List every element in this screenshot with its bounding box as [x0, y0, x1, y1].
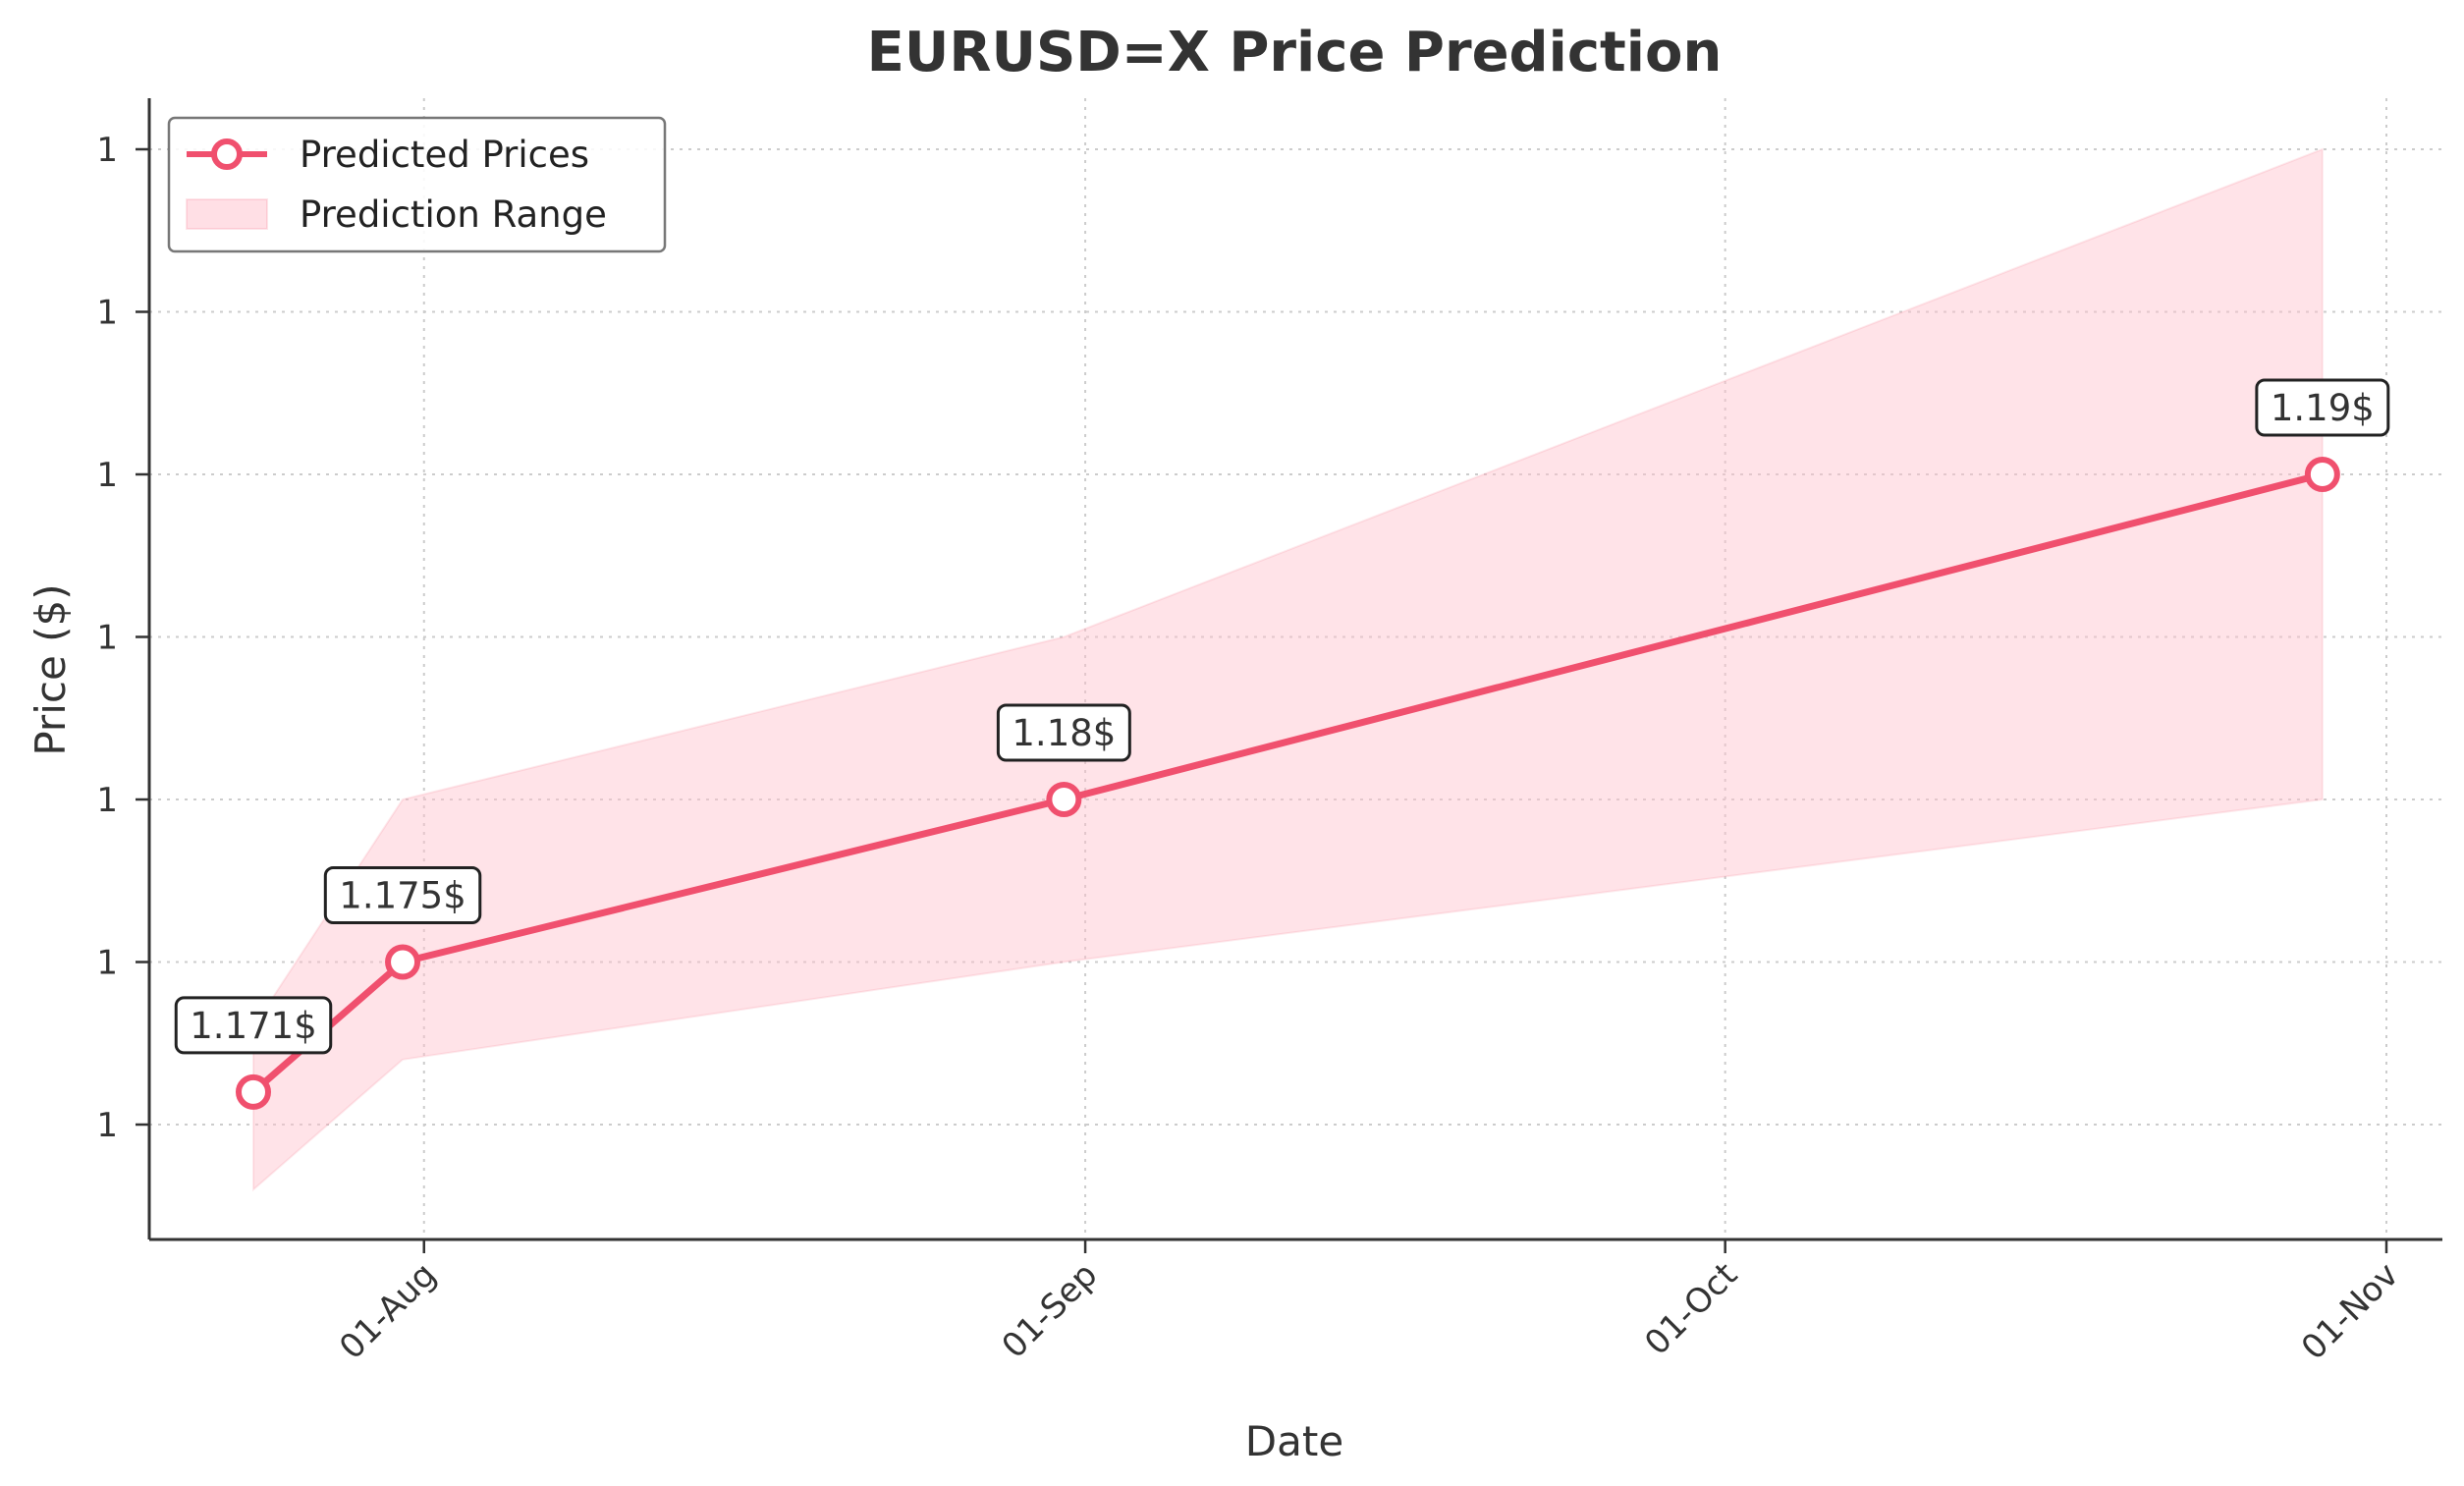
axes: [147, 98, 2442, 1241]
price-annotations: 1.171$ 1.175$ 1.18$ 1.19$: [174, 378, 2390, 1055]
predicted-price-point: [2304, 457, 2340, 492]
annotation-box: [2255, 378, 2390, 437]
price-annotation: 1.171$: [174, 996, 333, 1055]
predicted-price-point: [1046, 782, 1082, 817]
annotation-label: 1.19$: [2271, 387, 2375, 429]
price-annotation: 1.19$: [2255, 378, 2390, 437]
legend: Predicted Prices Prediction Range: [167, 116, 667, 253]
predicted-price-point: [236, 1073, 271, 1110]
legend-label-range: Prediction Range: [300, 193, 607, 236]
annotation-label: 1.175$: [339, 875, 465, 917]
y-tick-label: 1: [96, 944, 118, 983]
x-tick-label: 01-Nov: [2294, 1255, 2406, 1367]
x-axis-title: Date: [1245, 1417, 1343, 1465]
y-tick-labels: 1 1 1 1 1 1 1: [96, 131, 149, 1145]
annotation-label: 1.18$: [1012, 712, 1116, 754]
y-tick-label: 1: [96, 619, 118, 658]
annotation-label: 1.171$: [190, 1005, 316, 1047]
prediction-range-band: [252, 147, 2324, 1192]
y-tick-label: 1: [96, 1106, 118, 1145]
annotation-box: [996, 703, 1131, 762]
price-annotation: 1.18$: [996, 703, 1131, 762]
x-tick-labels: 01-Aug 01-Sep 01-Oct 01-Nov: [332, 1239, 2406, 1368]
predicted-price-point: [385, 944, 421, 980]
legend-marker-swatch: [211, 138, 243, 170]
legend-band-swatch: [186, 198, 268, 230]
legend-label-predicted: Predicted Prices: [300, 134, 589, 176]
y-tick-label: 1: [96, 131, 118, 170]
annotation-box: [174, 996, 333, 1055]
annotation-box: [323, 866, 482, 924]
y-axis-title: Price ($): [27, 583, 75, 755]
chart-title: EURUSD=X Price Prediction: [867, 21, 1723, 84]
x-tick-label: 01-Aug: [332, 1255, 444, 1367]
prediction-range-area: [252, 147, 2324, 1192]
y-tick-label: 1: [96, 781, 118, 820]
x-tick-label: 01-Sep: [995, 1255, 1106, 1366]
x-tick-label: 01-Oct: [1637, 1255, 1745, 1363]
y-tick-label: 1: [96, 456, 118, 495]
legend-frame: [167, 116, 667, 253]
price-annotation: 1.175$: [323, 866, 482, 924]
y-tick-label: 1: [96, 294, 118, 333]
